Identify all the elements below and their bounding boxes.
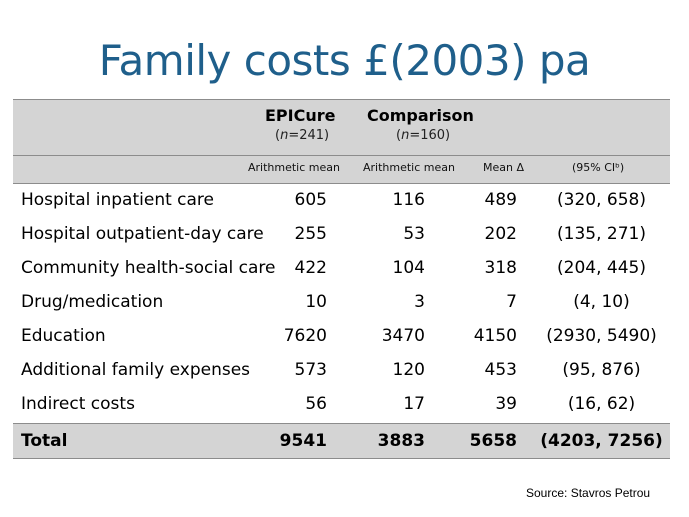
header-bottom-rule	[13, 183, 670, 184]
cell-mean-delta: 453	[484, 360, 517, 380]
table-row: Additional family expenses 573 120 453 (…	[13, 353, 670, 387]
measure-label-comparison: Arithmetic mean	[363, 161, 455, 174]
table-top-rule	[13, 99, 670, 100]
cell-mean-delta: 7	[506, 292, 517, 312]
cell-mean-delta: 318	[484, 258, 517, 278]
table-row: Education 7620 3470 4150 (2930, 5490)	[13, 319, 670, 353]
cell-ci: (135, 271)	[557, 224, 646, 244]
column-header-comparison: Comparison	[367, 106, 474, 125]
table-row: Hospital outpatient-day care 255 53 202 …	[13, 217, 670, 251]
cell-ci: (204, 445)	[557, 258, 646, 278]
page-title: Family costs £(2003) pa	[98, 36, 591, 85]
total-top-rule	[13, 423, 670, 424]
total-label: Total	[21, 431, 68, 451]
column-n-comparison: (n=160)	[396, 128, 451, 143]
cell-comparison: 116	[392, 190, 425, 210]
cell-ci: (4, 10)	[573, 292, 630, 312]
cell-comparison: 3	[414, 292, 425, 312]
total-epicure: 9541	[279, 431, 327, 451]
total-ci: (4203, 7256)	[540, 431, 663, 451]
total-row: Total 9541 3883 5658 (4203, 7256)	[13, 424, 670, 458]
cell-ci: (95, 876)	[562, 360, 641, 380]
cell-ci: (16, 62)	[567, 394, 636, 414]
table-row: Indirect costs 56 17 39 (16, 62)	[13, 387, 670, 421]
cell-mean-delta: 4150	[473, 326, 517, 346]
measure-label-epicure: Arithmetic mean	[248, 161, 340, 174]
cell-comparison: 53	[403, 224, 425, 244]
cell-mean-delta: 489	[484, 190, 517, 210]
row-label: Hospital inpatient care	[21, 190, 215, 210]
row-label: Education	[21, 326, 106, 346]
table-header-band	[13, 99, 670, 183]
total-band	[13, 424, 670, 458]
cell-comparison: 17	[403, 394, 425, 414]
row-label: Additional family expenses	[21, 360, 251, 380]
table-row: Hospital inpatient care 605 116 489 (320…	[13, 183, 670, 217]
measure-label-ci: (95% CIᵇ)	[572, 161, 625, 174]
cell-mean-delta: 202	[484, 224, 517, 244]
row-label: Community health-social care	[21, 258, 276, 278]
cell-epicure: 7620	[283, 326, 327, 346]
row-label: Indirect costs	[21, 394, 135, 414]
cell-comparison: 3470	[381, 326, 425, 346]
total-comparison: 3883	[377, 431, 425, 451]
header-divider	[13, 155, 670, 156]
table-bottom-rule	[13, 458, 670, 459]
cell-mean-delta: 39	[495, 394, 517, 414]
source-note: Source: Stavros Petrou	[526, 486, 651, 500]
cell-epicure: 422	[294, 258, 327, 278]
row-label: Hospital outpatient-day care	[21, 224, 264, 244]
table-row: Drug/medication 10 3 7 (4, 10)	[13, 285, 670, 319]
table-row: Community health-social care 422 104 318…	[13, 251, 670, 285]
row-label: Drug/medication	[21, 292, 164, 312]
column-n-epicure: (n=241)	[275, 128, 330, 143]
cell-epicure: 56	[305, 394, 327, 414]
cell-epicure: 10	[305, 292, 327, 312]
cell-epicure: 573	[294, 360, 327, 380]
measure-label-mean-delta: Mean Δ	[483, 161, 524, 174]
cell-ci: (320, 658)	[557, 190, 646, 210]
column-header-epicure: EPICure	[265, 106, 336, 125]
cell-comparison: 120	[392, 360, 425, 380]
cell-ci: (2930, 5490)	[546, 326, 657, 346]
cell-comparison: 104	[392, 258, 425, 278]
cell-epicure: 605	[294, 190, 327, 210]
total-mean-delta: 5658	[469, 431, 517, 451]
cell-epicure: 255	[294, 224, 327, 244]
